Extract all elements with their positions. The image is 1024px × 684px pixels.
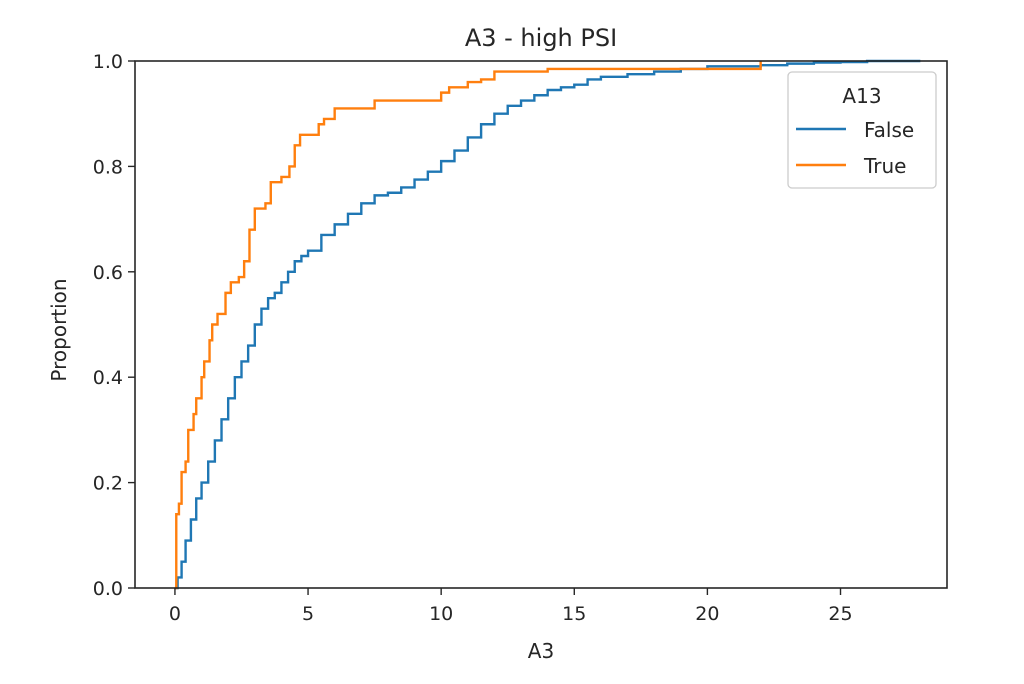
y-tick-label: 0.8 (93, 156, 123, 178)
legend: A13 False True (787, 71, 937, 189)
x-axis-label: A3 (528, 639, 554, 663)
legend-label-true: True (863, 154, 906, 178)
series-line-true (174, 61, 762, 590)
series-line-false (174, 59, 921, 590)
series-layer (174, 59, 921, 590)
x-ticks: 0 5 10 15 20 25 (169, 588, 853, 625)
x-tick-label: 20 (695, 603, 719, 625)
y-tick-label: 0.4 (93, 367, 123, 389)
y-tick-label: 0.6 (93, 262, 123, 284)
x-tick-label: 25 (828, 603, 852, 625)
x-tick-label: 5 (302, 603, 314, 625)
legend-title: A13 (842, 84, 881, 108)
y-ticks: 0.0 0.2 0.4 0.6 0.8 1.0 (93, 51, 135, 600)
legend-label-false: False (864, 118, 914, 142)
legend-box (787, 71, 937, 189)
plot-frame (134, 60, 948, 589)
x-tick-label: 10 (429, 603, 453, 625)
y-tick-label: 1.0 (93, 51, 123, 73)
x-tick-label: 15 (562, 603, 586, 625)
y-axis-label: Proportion (47, 278, 71, 381)
chart-title: A3 - high PSI (465, 24, 617, 52)
x-tick-label: 0 (169, 603, 181, 625)
y-tick-label: 0.2 (93, 473, 123, 495)
y-tick-label: 0.0 (93, 578, 123, 600)
